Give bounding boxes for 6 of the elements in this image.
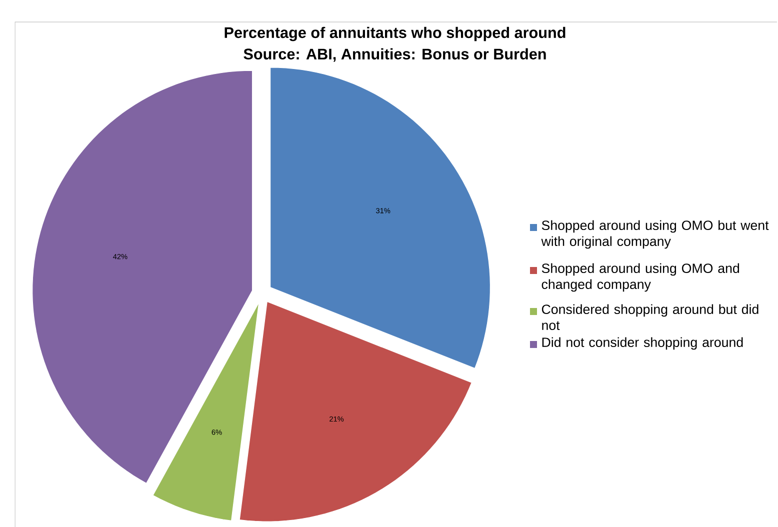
chart-subtitle: Source: ABI, Annuities: Bonus or Burden — [244, 48, 546, 62]
chart-title: Percentage of annuitants who shopped around — [224, 26, 566, 42]
legend-label: Considered shopping around but did not — [542, 304, 758, 330]
legend-label: Did not consider shopping around — [542, 337, 743, 350]
legend-label: Shopped around using OMO but went with original company — [541, 220, 769, 249]
legend-label: Shopped around using OMO and changed company — [542, 263, 740, 292]
